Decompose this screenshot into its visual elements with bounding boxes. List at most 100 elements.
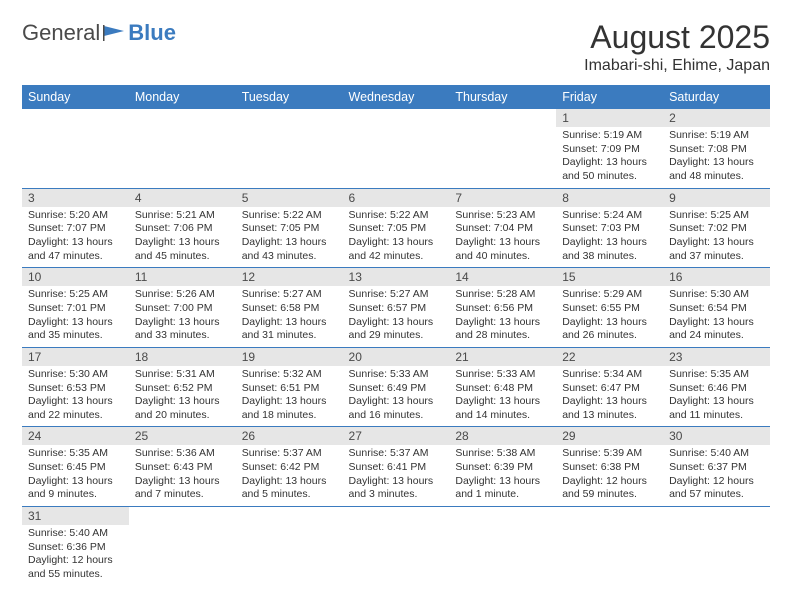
- day-info: Sunrise: 5:22 AMSunset: 7:05 PMDaylight:…: [343, 207, 450, 268]
- day-number: 12: [236, 268, 343, 286]
- day-number: 4: [129, 189, 236, 207]
- calendar-cell: 10Sunrise: 5:25 AMSunset: 7:01 PMDayligh…: [22, 268, 129, 348]
- day-info: Sunrise: 5:21 AMSunset: 7:06 PMDaylight:…: [129, 207, 236, 268]
- day-number: 1: [556, 109, 663, 127]
- day-number: 13: [343, 268, 450, 286]
- calendar-page: General Blue August 2025 Imabari-shi, Ehi…: [0, 0, 792, 606]
- weekday-header: Sunday: [22, 85, 129, 109]
- day-info: Sunrise: 5:32 AMSunset: 6:51 PMDaylight:…: [236, 366, 343, 427]
- calendar-cell: 7Sunrise: 5:23 AMSunset: 7:04 PMDaylight…: [449, 188, 556, 268]
- logo-text-blue: Blue: [128, 20, 176, 46]
- day-number: 20: [343, 348, 450, 366]
- day-number: 14: [449, 268, 556, 286]
- calendar-cell: 14Sunrise: 5:28 AMSunset: 6:56 PMDayligh…: [449, 268, 556, 348]
- day-info: Sunrise: 5:25 AMSunset: 7:01 PMDaylight:…: [22, 286, 129, 347]
- calendar-cell: [449, 507, 556, 586]
- calendar-cell: 3Sunrise: 5:20 AMSunset: 7:07 PMDaylight…: [22, 188, 129, 268]
- day-number: 6: [343, 189, 450, 207]
- calendar-cell: [22, 109, 129, 188]
- day-number: 22: [556, 348, 663, 366]
- day-info: Sunrise: 5:28 AMSunset: 6:56 PMDaylight:…: [449, 286, 556, 347]
- calendar-cell: 18Sunrise: 5:31 AMSunset: 6:52 PMDayligh…: [129, 347, 236, 427]
- day-number: 8: [556, 189, 663, 207]
- calendar-cell: 12Sunrise: 5:27 AMSunset: 6:58 PMDayligh…: [236, 268, 343, 348]
- location-text: Imabari-shi, Ehime, Japan: [584, 57, 770, 75]
- day-info: Sunrise: 5:34 AMSunset: 6:47 PMDaylight:…: [556, 366, 663, 427]
- calendar-cell: 28Sunrise: 5:38 AMSunset: 6:39 PMDayligh…: [449, 427, 556, 507]
- day-number: 5: [236, 189, 343, 207]
- day-number: 18: [129, 348, 236, 366]
- day-number: 29: [556, 427, 663, 445]
- day-info: Sunrise: 5:35 AMSunset: 6:45 PMDaylight:…: [22, 445, 129, 506]
- calendar-cell: [129, 507, 236, 586]
- calendar-cell: 20Sunrise: 5:33 AMSunset: 6:49 PMDayligh…: [343, 347, 450, 427]
- title-block: August 2025 Imabari-shi, Ehime, Japan: [584, 20, 770, 75]
- day-number: 26: [236, 427, 343, 445]
- day-info: Sunrise: 5:33 AMSunset: 6:48 PMDaylight:…: [449, 366, 556, 427]
- calendar-cell: 31Sunrise: 5:40 AMSunset: 6:36 PMDayligh…: [22, 507, 129, 586]
- calendar-cell: 6Sunrise: 5:22 AMSunset: 7:05 PMDaylight…: [343, 188, 450, 268]
- day-number: 2: [663, 109, 770, 127]
- calendar-cell: [129, 109, 236, 188]
- logo-text-general: General: [22, 20, 100, 46]
- calendar-cell: 27Sunrise: 5:37 AMSunset: 6:41 PMDayligh…: [343, 427, 450, 507]
- calendar-cell: [556, 507, 663, 586]
- weekday-header: Saturday: [663, 85, 770, 109]
- calendar-cell: 21Sunrise: 5:33 AMSunset: 6:48 PMDayligh…: [449, 347, 556, 427]
- calendar-cell: 19Sunrise: 5:32 AMSunset: 6:51 PMDayligh…: [236, 347, 343, 427]
- calendar-cell: 22Sunrise: 5:34 AMSunset: 6:47 PMDayligh…: [556, 347, 663, 427]
- weekday-header: Wednesday: [343, 85, 450, 109]
- day-number: 17: [22, 348, 129, 366]
- calendar-cell: 4Sunrise: 5:21 AMSunset: 7:06 PMDaylight…: [129, 188, 236, 268]
- calendar-cell: 24Sunrise: 5:35 AMSunset: 6:45 PMDayligh…: [22, 427, 129, 507]
- day-info: Sunrise: 5:26 AMSunset: 7:00 PMDaylight:…: [129, 286, 236, 347]
- calendar-cell: 26Sunrise: 5:37 AMSunset: 6:42 PMDayligh…: [236, 427, 343, 507]
- day-info: Sunrise: 5:27 AMSunset: 6:57 PMDaylight:…: [343, 286, 450, 347]
- day-number: 11: [129, 268, 236, 286]
- logo-flag-icon: [102, 24, 126, 42]
- calendar-cell: [343, 109, 450, 188]
- weekday-header: Thursday: [449, 85, 556, 109]
- weekday-header: Friday: [556, 85, 663, 109]
- day-info: Sunrise: 5:31 AMSunset: 6:52 PMDaylight:…: [129, 366, 236, 427]
- calendar-cell: [663, 507, 770, 586]
- day-info: Sunrise: 5:35 AMSunset: 6:46 PMDaylight:…: [663, 366, 770, 427]
- day-info: Sunrise: 5:19 AMSunset: 7:09 PMDaylight:…: [556, 127, 663, 188]
- day-number: 30: [663, 427, 770, 445]
- calendar-cell: 30Sunrise: 5:40 AMSunset: 6:37 PMDayligh…: [663, 427, 770, 507]
- calendar-cell: 5Sunrise: 5:22 AMSunset: 7:05 PMDaylight…: [236, 188, 343, 268]
- day-number: 25: [129, 427, 236, 445]
- day-number: 27: [343, 427, 450, 445]
- calendar-cell: 23Sunrise: 5:35 AMSunset: 6:46 PMDayligh…: [663, 347, 770, 427]
- day-number: 16: [663, 268, 770, 286]
- day-number: 23: [663, 348, 770, 366]
- calendar-cell: 1Sunrise: 5:19 AMSunset: 7:09 PMDaylight…: [556, 109, 663, 188]
- day-info: Sunrise: 5:33 AMSunset: 6:49 PMDaylight:…: [343, 366, 450, 427]
- day-number: 21: [449, 348, 556, 366]
- calendar-cell: [236, 507, 343, 586]
- day-info: Sunrise: 5:23 AMSunset: 7:04 PMDaylight:…: [449, 207, 556, 268]
- day-number: 3: [22, 189, 129, 207]
- day-number: 7: [449, 189, 556, 207]
- calendar-cell: 13Sunrise: 5:27 AMSunset: 6:57 PMDayligh…: [343, 268, 450, 348]
- day-info: Sunrise: 5:36 AMSunset: 6:43 PMDaylight:…: [129, 445, 236, 506]
- day-info: Sunrise: 5:30 AMSunset: 6:53 PMDaylight:…: [22, 366, 129, 427]
- calendar-cell: 25Sunrise: 5:36 AMSunset: 6:43 PMDayligh…: [129, 427, 236, 507]
- calendar-cell: 8Sunrise: 5:24 AMSunset: 7:03 PMDaylight…: [556, 188, 663, 268]
- month-title: August 2025: [584, 20, 770, 55]
- calendar-cell: 29Sunrise: 5:39 AMSunset: 6:38 PMDayligh…: [556, 427, 663, 507]
- day-info: Sunrise: 5:30 AMSunset: 6:54 PMDaylight:…: [663, 286, 770, 347]
- day-info: Sunrise: 5:40 AMSunset: 6:36 PMDaylight:…: [22, 525, 129, 586]
- weekday-header: Monday: [129, 85, 236, 109]
- day-info: Sunrise: 5:38 AMSunset: 6:39 PMDaylight:…: [449, 445, 556, 506]
- calendar-cell: 9Sunrise: 5:25 AMSunset: 7:02 PMDaylight…: [663, 188, 770, 268]
- day-number: 31: [22, 507, 129, 525]
- day-info: Sunrise: 5:22 AMSunset: 7:05 PMDaylight:…: [236, 207, 343, 268]
- day-info: Sunrise: 5:20 AMSunset: 7:07 PMDaylight:…: [22, 207, 129, 268]
- calendar-body: 1Sunrise: 5:19 AMSunset: 7:09 PMDaylight…: [22, 109, 770, 585]
- calendar-cell: 16Sunrise: 5:30 AMSunset: 6:54 PMDayligh…: [663, 268, 770, 348]
- day-number: 28: [449, 427, 556, 445]
- day-info: Sunrise: 5:19 AMSunset: 7:08 PMDaylight:…: [663, 127, 770, 188]
- calendar-cell: 17Sunrise: 5:30 AMSunset: 6:53 PMDayligh…: [22, 347, 129, 427]
- calendar-cell: 11Sunrise: 5:26 AMSunset: 7:00 PMDayligh…: [129, 268, 236, 348]
